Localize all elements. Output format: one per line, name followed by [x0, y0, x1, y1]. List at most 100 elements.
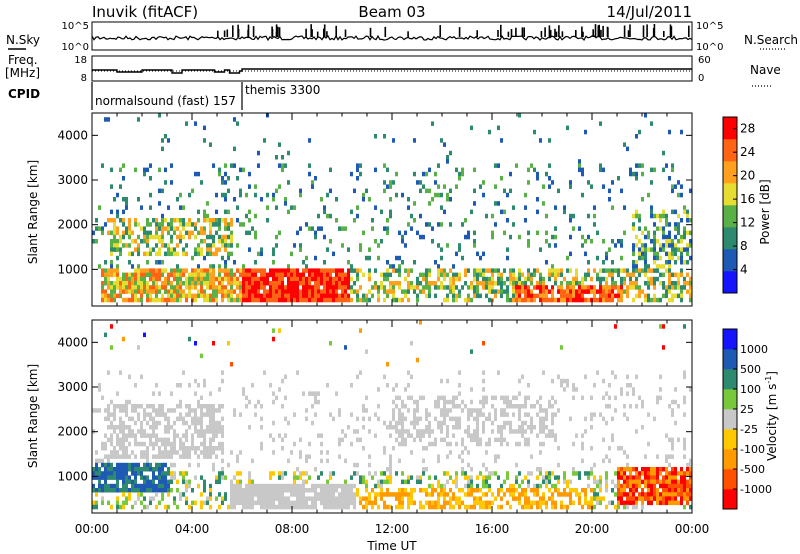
heatmap-cell — [623, 483, 626, 489]
heatmap-cell — [383, 450, 386, 455]
heatmap-cell — [110, 324, 113, 329]
heatmap-cell — [323, 483, 326, 489]
heatmap-cell — [473, 433, 476, 438]
heatmap-cell — [140, 441, 143, 447]
heatmap-cell — [593, 383, 596, 388]
heatmap-cell — [95, 218, 98, 223]
heatmap-cell — [524, 399, 527, 405]
heatmap-cell — [101, 446, 104, 451]
heatmap-cell — [641, 399, 644, 405]
heatmap-cell — [401, 289, 404, 294]
heatmap-cell — [635, 404, 638, 409]
heatmap-cell — [296, 483, 299, 489]
heatmap-cell — [140, 205, 143, 210]
heatmap-cell — [653, 479, 656, 485]
heatmap-cell — [116, 281, 119, 286]
heatmap-cell — [314, 488, 317, 493]
heatmap-cell — [95, 475, 98, 480]
heatmap-cell — [164, 504, 167, 510]
heatmap-cell — [131, 462, 134, 468]
heatmap-cell — [494, 458, 497, 464]
x-tick-label: 00:00 — [675, 522, 710, 536]
heatmap-cell — [605, 289, 608, 294]
heatmap-cell — [524, 276, 527, 282]
heatmap-cell — [602, 496, 605, 501]
heatmap-cell — [524, 205, 527, 210]
heatmap-cell — [449, 441, 452, 447]
velocity-colorbar-tick-label: -500 — [740, 463, 765, 476]
heatmap-cell — [284, 500, 287, 506]
heatmap-cell — [641, 251, 644, 257]
heatmap-cell — [104, 289, 107, 294]
heatmap-cell — [683, 247, 686, 252]
heatmap-cell — [353, 483, 356, 489]
heatmap-cell — [500, 408, 503, 413]
heatmap-cell — [458, 272, 461, 278]
heatmap-cell — [617, 176, 620, 181]
heatmap-cell — [326, 285, 329, 290]
heatmap-cell — [437, 184, 440, 189]
heatmap-cell — [455, 479, 458, 485]
heatmap-cell — [200, 433, 203, 438]
heatmap-cell — [593, 205, 596, 210]
heatmap-cell — [212, 285, 215, 290]
heatmap-cell — [473, 416, 476, 422]
heatmap-cell — [635, 374, 638, 380]
heatmap-cell — [332, 251, 335, 257]
heatmap-cell — [638, 289, 641, 294]
heatmap-cell — [515, 441, 518, 447]
heatmap-cell — [515, 479, 518, 485]
heatmap-cell — [368, 492, 371, 497]
heatmap-cell — [257, 163, 260, 168]
heatmap-cell — [296, 281, 299, 286]
heatmap-cell — [182, 492, 185, 497]
heatmap-cell — [269, 471, 272, 476]
heatmap-cell — [665, 454, 668, 459]
heatmap-cell — [359, 328, 362, 333]
heatmap-cell — [503, 188, 506, 194]
heatmap-cell — [131, 504, 134, 510]
heatmap-cell — [122, 218, 125, 223]
heatmap-cell — [419, 289, 422, 294]
heatmap-cell — [416, 433, 419, 438]
heatmap-cell — [305, 268, 308, 273]
heatmap-cell — [437, 268, 440, 273]
heatmap-cell — [278, 471, 281, 476]
heatmap-cell — [494, 268, 497, 273]
heatmap-cell — [224, 260, 227, 265]
heatmap-cell — [245, 293, 248, 299]
heatmap-cell — [275, 496, 278, 501]
heatmap-cell — [137, 243, 140, 248]
heatmap-cell — [305, 458, 308, 464]
heatmap-cell — [170, 268, 173, 273]
heatmap-cell — [161, 146, 164, 152]
heatmap-cell — [251, 289, 254, 294]
heatmap-cell — [569, 180, 572, 185]
heatmap-cell — [359, 268, 362, 273]
heatmap-cell — [197, 454, 200, 459]
heatmap-cell — [263, 138, 266, 143]
heatmap-cell — [665, 467, 668, 472]
heatmap-cell — [128, 226, 131, 231]
heatmap-cell — [599, 297, 602, 303]
heatmap-cell — [200, 285, 203, 290]
heatmap-cell — [509, 171, 512, 177]
heatmap-cell — [527, 180, 530, 185]
heatmap-cell — [485, 441, 488, 447]
heatmap-cell — [365, 496, 368, 501]
heatmap-cell — [644, 260, 647, 265]
heatmap-cell — [338, 293, 341, 299]
heatmap-cell — [434, 180, 437, 185]
heatmap-cell — [218, 471, 221, 476]
heatmap-cell — [170, 488, 173, 493]
heatmap-cell — [599, 121, 602, 126]
heatmap-cell — [545, 471, 548, 476]
heatmap-cell — [389, 420, 392, 426]
heatmap-cell — [530, 404, 533, 409]
heatmap-cell — [536, 209, 539, 215]
heatmap-cell — [395, 255, 398, 261]
heatmap-cell — [110, 475, 113, 480]
heatmap-cell — [629, 496, 632, 501]
heatmap-cell — [542, 285, 545, 290]
freq-label: Freq. — [8, 53, 38, 67]
